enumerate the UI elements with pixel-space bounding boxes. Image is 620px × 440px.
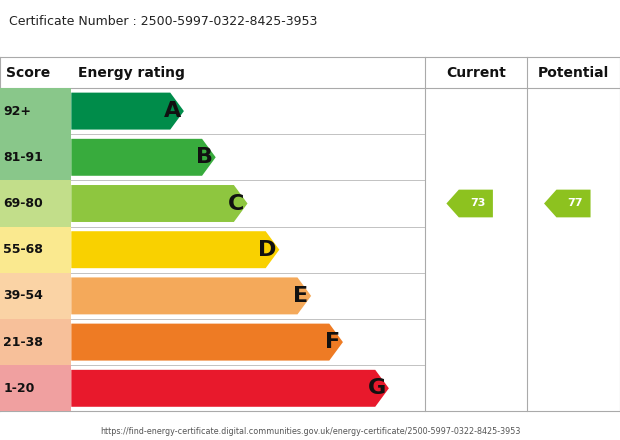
Text: B: B <box>195 147 213 167</box>
Bar <box>0 365 71 411</box>
Text: 39-54: 39-54 <box>3 290 43 302</box>
Polygon shape <box>71 323 343 361</box>
Polygon shape <box>71 185 247 222</box>
Text: 73: 73 <box>470 198 485 209</box>
Text: Potential: Potential <box>538 66 609 80</box>
Text: C: C <box>228 194 244 213</box>
Text: 92+: 92+ <box>3 105 31 117</box>
Text: Energy rating: Energy rating <box>78 66 184 80</box>
Text: G: G <box>368 378 386 398</box>
Text: https://find-energy-certificate.digital.communities.gov.uk/energy-certificate/25: https://find-energy-certificate.digital.… <box>100 427 520 436</box>
Text: Certificate Number : 2500-5997-0322-8425-3953: Certificate Number : 2500-5997-0322-8425… <box>9 15 317 29</box>
Text: 1-20: 1-20 <box>3 382 35 395</box>
Polygon shape <box>71 370 389 407</box>
Text: Score: Score <box>6 66 50 80</box>
Text: A: A <box>164 101 181 121</box>
Text: 55-68: 55-68 <box>3 243 43 256</box>
Bar <box>0 273 71 319</box>
Text: 81-91: 81-91 <box>3 151 43 164</box>
Text: E: E <box>293 286 308 306</box>
Polygon shape <box>446 190 493 217</box>
Polygon shape <box>71 92 184 129</box>
Text: D: D <box>258 240 277 260</box>
Polygon shape <box>71 231 280 268</box>
Polygon shape <box>71 139 216 176</box>
Bar <box>0 319 71 365</box>
Polygon shape <box>71 277 311 314</box>
Text: 69-80: 69-80 <box>3 197 43 210</box>
Bar <box>0 88 71 134</box>
Bar <box>0 180 71 227</box>
Bar <box>0 227 71 273</box>
Text: 77: 77 <box>568 198 583 209</box>
Text: F: F <box>325 332 340 352</box>
Bar <box>0 134 71 180</box>
Polygon shape <box>544 190 590 217</box>
Text: Current: Current <box>446 66 506 80</box>
Text: 21-38: 21-38 <box>3 336 43 348</box>
